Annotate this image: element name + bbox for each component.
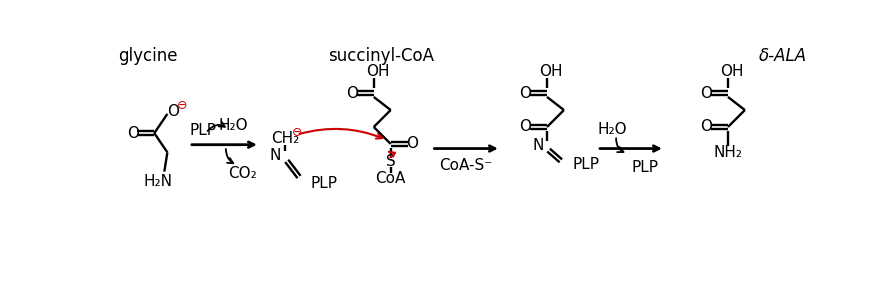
Text: O: O [700,85,711,101]
Text: OH: OH [366,64,389,79]
Text: PLP: PLP [631,160,658,175]
Text: CO₂: CO₂ [228,166,257,182]
Text: O: O [700,119,711,135]
Text: O: O [346,85,358,101]
Text: NH₂: NH₂ [713,145,742,160]
Text: H₂N: H₂N [144,174,173,189]
Text: O: O [519,85,531,101]
Text: H₂O: H₂O [597,122,626,137]
Text: OH: OH [538,64,562,79]
Text: CoA-S⁻: CoA-S⁻ [439,158,492,173]
Text: O: O [519,119,531,135]
Text: succinyl-CoA: succinyl-CoA [328,47,434,65]
Text: N: N [532,138,543,153]
Text: OH: OH [719,64,743,79]
Text: H₂O: H₂O [218,118,248,133]
Text: O: O [167,104,179,119]
Text: CoA: CoA [375,171,405,186]
Text: ⊖: ⊖ [292,126,303,139]
Text: PLP: PLP [572,157,599,172]
Text: O: O [406,136,417,151]
Text: PLP: PLP [189,123,216,138]
Text: PLP: PLP [310,176,338,191]
Text: glycine: glycine [118,47,177,65]
Text: O: O [126,126,139,141]
Text: ⊖: ⊖ [176,99,187,112]
Text: δ-ALA: δ-ALA [758,47,806,65]
Text: CH₂: CH₂ [271,131,299,146]
Text: S: S [385,154,396,169]
Text: N: N [269,148,281,163]
